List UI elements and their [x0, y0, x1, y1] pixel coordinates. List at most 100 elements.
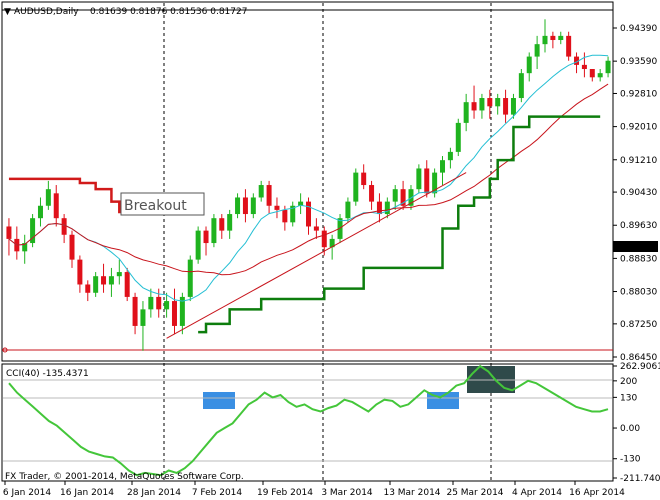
price-tick-label: 0.94390 — [620, 24, 657, 34]
breakout-label: Breakout — [124, 198, 187, 214]
candle-body — [203, 230, 209, 244]
candle-body — [369, 185, 375, 202]
candle-body — [550, 35, 556, 41]
candle-body — [306, 201, 311, 227]
time-tick-label: 16 Apr 2014 — [569, 488, 625, 498]
candle-body — [93, 276, 99, 293]
price-tick-label: 0.86450 — [620, 353, 657, 363]
time-tick-label: 13 Mar 2014 — [383, 488, 440, 498]
time-tick-label: 3 Mar 2014 — [321, 488, 373, 498]
candle-body — [45, 189, 51, 206]
candle-body — [384, 201, 390, 215]
candle-body — [61, 218, 67, 235]
time-tick-label: 7 Feb 2014 — [192, 488, 243, 498]
cci-axis: 262.9061 200 130 0.00 -130 -211.7401 — [613, 362, 660, 484]
time-tick-label: 25 Mar 2014 — [446, 488, 503, 498]
price-tick-label: 0.92810 — [620, 89, 657, 99]
chart-symbol: AUDUSD,Daily — [14, 7, 79, 17]
stop-up-line — [198, 115, 601, 334]
candle-body — [140, 309, 146, 326]
candle-body — [392, 189, 398, 202]
candle-body — [510, 98, 516, 115]
candle-body — [566, 35, 572, 57]
candle-body — [53, 193, 59, 219]
copyright: FX Trader, © 2001-2014, MetaQuotes Softw… — [5, 472, 244, 482]
cci-line — [8, 364, 609, 477]
ma-fast-line — [8, 54, 609, 302]
candle-body — [227, 214, 233, 231]
candle-body — [282, 209, 288, 223]
candle-body — [605, 60, 611, 74]
overlays-layer — [8, 54, 609, 339]
price-tick-label: 0.93590 — [620, 57, 657, 67]
candle-body — [416, 168, 422, 190]
price-tick-label: 0.87250 — [620, 320, 657, 330]
chart-ohlc: 0.81639 0.81876 0.81536 0.81727 — [90, 7, 247, 17]
candle-body — [589, 69, 595, 78]
candle-body — [164, 301, 170, 310]
candle-body — [290, 205, 296, 223]
candle-body — [518, 73, 524, 99]
candle-body — [471, 102, 477, 111]
breakout-box[interactable] — [120, 192, 205, 216]
candle-body — [558, 35, 564, 41]
price-tick-label: 0.88030 — [620, 288, 657, 298]
candle-body — [345, 201, 351, 219]
price-tick-label: 0.90430 — [620, 188, 657, 198]
candle-body — [211, 218, 217, 244]
candle-body — [187, 259, 193, 297]
period-separators — [163, 3, 492, 480]
price-tick-label: 0.88830 — [620, 254, 657, 264]
candle-body — [321, 230, 327, 248]
stop-down-line — [8, 177, 183, 214]
candle-body — [30, 218, 36, 244]
candle-body — [353, 172, 359, 202]
candle-body — [526, 56, 532, 74]
time-tick-label: 19 Feb 2014 — [257, 488, 313, 498]
candle-body — [116, 272, 122, 277]
candle-body — [37, 205, 43, 219]
candle-body — [242, 197, 248, 215]
candle-body — [266, 185, 272, 206]
cci-tick-label: 130 — [620, 393, 637, 403]
candle-body — [495, 98, 501, 107]
candle-body — [313, 226, 319, 231]
price-tick-label: 0.92010 — [620, 123, 657, 133]
cci-zone-blue-1 — [203, 392, 235, 409]
time-tick-label: 4 Apr 2014 — [512, 488, 562, 498]
dropdown-icon[interactable]: ▼ — [4, 7, 11, 17]
candle-body — [179, 296, 185, 326]
cci-tick-label: 262.9061 — [620, 362, 660, 372]
candle-body — [447, 151, 453, 161]
time-tick-label: 16 Jan 2014 — [60, 488, 114, 498]
candle-body — [171, 301, 177, 326]
trend-line — [166, 172, 467, 339]
cci-level-lines — [3, 379, 612, 462]
current-price-tag — [613, 241, 658, 252]
candle-body — [463, 102, 469, 123]
candle-body — [432, 172, 438, 194]
cci-layer — [8, 364, 609, 477]
candle-body — [132, 296, 138, 326]
candle-body — [85, 284, 91, 293]
candle-body — [195, 230, 201, 260]
candle-body — [250, 197, 256, 215]
candle-body — [124, 272, 130, 297]
candle-body — [534, 44, 540, 57]
candle-body — [455, 122, 461, 152]
cci-tick-label: -211.7401 — [620, 474, 660, 484]
candle-body — [69, 234, 75, 260]
candle-body — [329, 238, 335, 248]
candle-body — [376, 201, 382, 215]
price-tick-label: 0.89630 — [620, 221, 657, 231]
cci-tick-label: -130 — [620, 455, 641, 465]
candle-body — [274, 205, 280, 210]
candle-body — [503, 98, 509, 115]
cci-label: CCI(40) -135.4371 — [6, 369, 89, 379]
candle-body — [574, 56, 580, 65]
candle-body — [298, 201, 304, 206]
cci-tick-label: 200 — [620, 377, 637, 387]
candle-body — [400, 189, 406, 206]
time-axis: 6 Jan 2014 16 Jan 2014 28 Jan 2014 7 Feb 20… — [3, 481, 625, 498]
